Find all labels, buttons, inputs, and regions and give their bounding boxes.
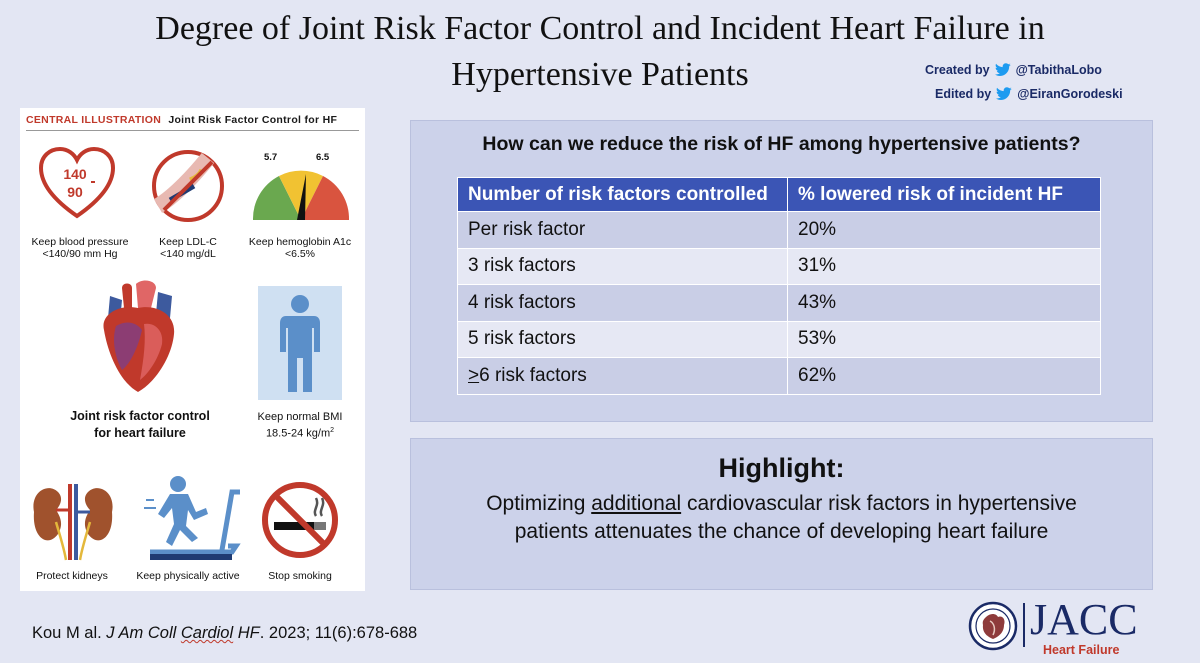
logo-subtitle: Heart Failure <box>1043 643 1120 657</box>
page-title: Degree of Joint Risk Factor Control and … <box>70 6 1130 98</box>
table-row: 3 risk factors 31% <box>457 247 1101 285</box>
caption-kidneys: Protect kidneys <box>36 570 108 582</box>
created-by-handle[interactable]: @TabithaLobo <box>1015 63 1102 77</box>
person-icon <box>280 295 320 392</box>
twitter-bird-icon <box>996 87 1013 100</box>
risk-table: Number of risk factors controlled % lowe… <box>457 177 1101 395</box>
caption-title: Keep LDL-C <box>159 236 217 248</box>
row-label: Per risk factor <box>457 211 788 249</box>
created-by-line: Created by @TabithaLobo <box>925 58 1155 82</box>
row-value: 31% <box>787 247 1101 285</box>
person-icon-frame <box>258 286 342 400</box>
row-label-text: 6 risk factors <box>479 364 587 386</box>
title-line-2: Hypertensive Patients <box>451 56 749 93</box>
column-header-risk: % lowered risk of incident HF <box>787 177 1101 212</box>
highlight-line-1: Optimizing additional cardiovascular ris… <box>411 490 1152 518</box>
citation-authors: Kou M al. <box>32 624 107 642</box>
treadmill-icon <box>144 476 241 560</box>
caption-smoking: Stop smoking <box>268 570 332 582</box>
citation-rest: . 2023; 11(6):678-688 <box>259 624 418 642</box>
risk-reduction-box: How can we reduce the risk of HF among h… <box>410 120 1153 422</box>
highlight-text: Optimizing additional cardiovascular ris… <box>411 490 1152 546</box>
citation: Kou M al. J Am Coll Cardiol HF. 2023; 11… <box>32 624 417 643</box>
illustration-header-label: CENTRAL ILLUSTRATION <box>26 114 162 126</box>
artery-plaque-icon <box>152 150 224 222</box>
citation-journal-c: HF <box>233 624 260 642</box>
gauge-icon: 5.7 6.5 <box>252 152 350 220</box>
highlight-text-after: cardiovascular risk factors in hypertens… <box>681 492 1077 515</box>
highlight-line-2: patients attenuates the chance of develo… <box>514 520 1049 543</box>
caption-detail: <140/90 mm Hg <box>42 248 118 260</box>
center-label-line-2: for heart failure <box>94 426 186 440</box>
caption-detail: <6.5% <box>284 248 316 260</box>
table-row: 5 risk factors 53% <box>457 320 1101 358</box>
gauge-right-label: 6.5 <box>316 152 330 163</box>
created-by-label: Created by <box>925 63 990 77</box>
illustration-header: CENTRAL ILLUSTRATION Joint Risk Factor C… <box>26 114 337 126</box>
bmi-unit-exponent: 2 <box>330 427 335 434</box>
logo-name: JACC <box>1030 595 1138 644</box>
no-smoking-icon <box>262 482 338 558</box>
row-value: 62% <box>787 357 1101 395</box>
bmi-range: 18.5-24 kg/m <box>265 427 331 440</box>
jacc-logo: JACC Heart Failure <box>968 597 1168 659</box>
gauge-left-label: 5.7 <box>264 152 277 163</box>
citation-journal: J Am Coll Cardiol HF <box>106 624 259 642</box>
row-label: >6 risk factors <box>457 357 788 395</box>
kidneys-icon <box>33 484 113 561</box>
title-line-1: Degree of Joint Risk Factor Control and … <box>155 10 1045 47</box>
illustration-header-subtitle: Joint Risk Factor Control for HF <box>168 114 338 126</box>
jacc-seal-icon <box>968 601 1018 651</box>
highlight-title: Highlight: <box>718 453 845 483</box>
caption-detail: <140 mg/dL <box>160 248 216 260</box>
row-value: 20% <box>787 211 1101 249</box>
center-label: Joint risk factor control for heart fail… <box>50 408 230 442</box>
heart-bp-icon: 140 90 <box>38 146 116 219</box>
row-label: 4 risk factors <box>457 284 788 322</box>
caption-bmi: Keep normal BMI 18.5-24 kg/m2 <box>244 410 356 441</box>
bp-diastolic-text: 90 <box>67 184 83 200</box>
highlight-text-before: Optimizing <box>486 492 592 515</box>
caption-a1c: Keep hemoglobin A1c <6.5% <box>236 236 364 260</box>
column-header-count: Number of risk factors controlled <box>457 177 788 212</box>
caption-detail: 18.5-24 kg/m2 <box>244 424 356 441</box>
center-label-line-1: Joint risk factor control <box>70 409 210 423</box>
heart-anatomy-icon <box>103 280 175 392</box>
bp-systolic-text: 140 <box>63 166 87 182</box>
caption-title: Keep normal BMI <box>257 411 343 423</box>
credits: Created by @TabithaLobo Edited by @Eiran… <box>925 58 1155 106</box>
table-row: >6 risk factors 62% <box>457 357 1101 395</box>
twitter-bird-icon <box>994 63 1011 76</box>
edited-by-handle[interactable]: @EiranGorodeski <box>1017 87 1123 101</box>
row-label-prefix: > <box>468 364 480 386</box>
header-divider <box>26 130 359 131</box>
citation-journal-b: Cardiol <box>180 624 234 642</box>
caption-title: Keep hemoglobin A1c <box>248 236 352 248</box>
highlight-text-underlined: additional <box>591 492 682 515</box>
edited-by-label: Edited by <box>935 87 992 101</box>
caption-title: Keep blood pressure <box>31 236 129 248</box>
row-label: 3 risk factors <box>457 247 788 285</box>
logo-divider <box>1023 603 1025 647</box>
table-row: Per risk factor 20% <box>457 211 1101 249</box>
row-label: 5 risk factors <box>457 320 788 358</box>
caption-active: Keep physically active <box>136 570 240 582</box>
caption-ldl: Keep LDL-C <140 mg/dL <box>142 236 234 260</box>
central-illustration: CENTRAL ILLUSTRATION Joint Risk Factor C… <box>20 108 365 591</box>
question-title: How can we reduce the risk of HF among h… <box>482 133 1081 155</box>
row-value: 53% <box>787 320 1101 358</box>
table-header-row: Number of risk factors controlled % lowe… <box>457 177 1101 212</box>
highlight-box: Highlight: Optimizing additional cardiov… <box>410 438 1153 590</box>
table-row: 4 risk factors 43% <box>457 284 1101 322</box>
row-value: 43% <box>787 284 1101 322</box>
citation-journal-a: J Am Coll <box>106 624 181 642</box>
edited-by-line: Edited by @EiranGorodeski <box>925 82 1155 106</box>
caption-blood-pressure: Keep blood pressure <140/90 mm Hg <box>24 236 136 260</box>
